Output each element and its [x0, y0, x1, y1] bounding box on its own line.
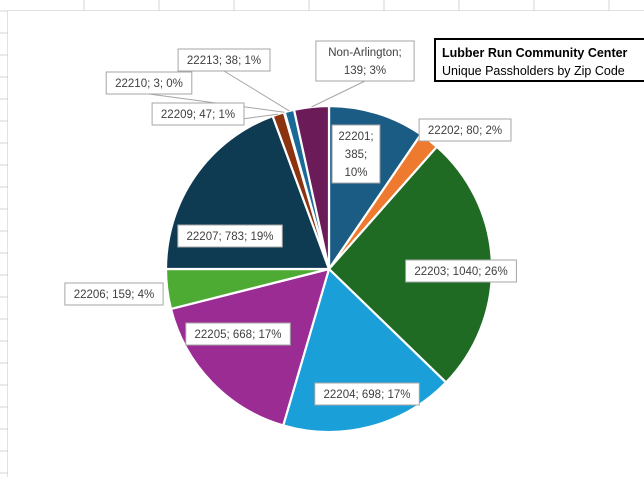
data-label-text: 139; 3%: [344, 65, 386, 77]
leader-line-non-arlington: [311, 80, 366, 108]
data-label-text: 22206; 159; 4%: [74, 289, 155, 301]
data-label-text: 22201;: [338, 131, 373, 143]
data-label-22206: 22206; 159; 4%: [64, 282, 164, 306]
data-label-box: [151, 102, 245, 126]
leader-line-22213: [223, 70, 290, 112]
data-label-box: [315, 40, 415, 82]
data-label-non-arlington: Non-Arlington; 139; 3%: [315, 40, 415, 82]
chart-title: Lubber Run Community Center: [442, 46, 628, 60]
data-label-22209: 22209; 47; 1%: [151, 102, 245, 126]
data-label-text: 22204; 698; 17%: [324, 389, 411, 401]
data-label-22213: 22213; 38; 1%: [177, 48, 271, 72]
data-label-text: 22210; 3; 0%: [115, 78, 183, 90]
data-label-box: [64, 282, 164, 306]
data-label-box: [177, 48, 271, 72]
data-label-text: 22207; 783; 19%: [187, 231, 274, 243]
data-label-text: 22209; 47; 1%: [161, 109, 235, 121]
data-label-text: 22202; 80; 2%: [428, 125, 502, 137]
data-label-22202: 22202; 80; 2%: [418, 118, 512, 142]
data-label-box: [405, 259, 517, 283]
data-label-box: [185, 322, 291, 346]
data-label-22201: 22201; 385; 10%: [331, 124, 381, 184]
data-label-22203: 22203; 1040; 26%: [405, 259, 517, 283]
data-label-box: [105, 71, 193, 95]
data-label-box: [331, 124, 381, 184]
data-label-box: [177, 224, 283, 248]
data-label-text: 22205; 668; 17%: [195, 329, 282, 341]
data-label-box: [314, 382, 420, 406]
pie-chart: 22201; 385; 10% 22202; 80; 2% 22203; 1040; 2…: [64, 40, 517, 434]
data-label-box: [418, 118, 512, 142]
data-label-text: Non-Arlington;: [328, 47, 402, 59]
data-label-text: 385;: [345, 149, 367, 161]
data-label-22207: 22207; 783; 19%: [177, 224, 283, 248]
data-label-text: 22213; 38; 1%: [187, 55, 261, 67]
chart-title-box: Lubber Run Community Center Unique Passh…: [434, 38, 644, 82]
data-label-22204: 22204; 698; 17%: [314, 382, 420, 406]
chart-subtitle: Unique Passholders by Zip Code: [442, 64, 625, 78]
pie-slice-22205[interactable]: [169, 267, 331, 427]
data-labels: 22201; 385; 10% 22202; 80; 2% 22203; 1040; 2…: [64, 40, 517, 406]
data-label-22205: 22205; 668; 17%: [185, 322, 291, 346]
data-label-text: 10%: [344, 167, 367, 179]
data-label-22210: 22210; 3; 0%: [105, 71, 193, 95]
chart-area[interactable]: 22201; 385; 10% 22202; 80; 2% 22203; 1040; 2…: [8, 11, 644, 477]
data-label-text: 22203; 1040; 26%: [414, 266, 507, 278]
